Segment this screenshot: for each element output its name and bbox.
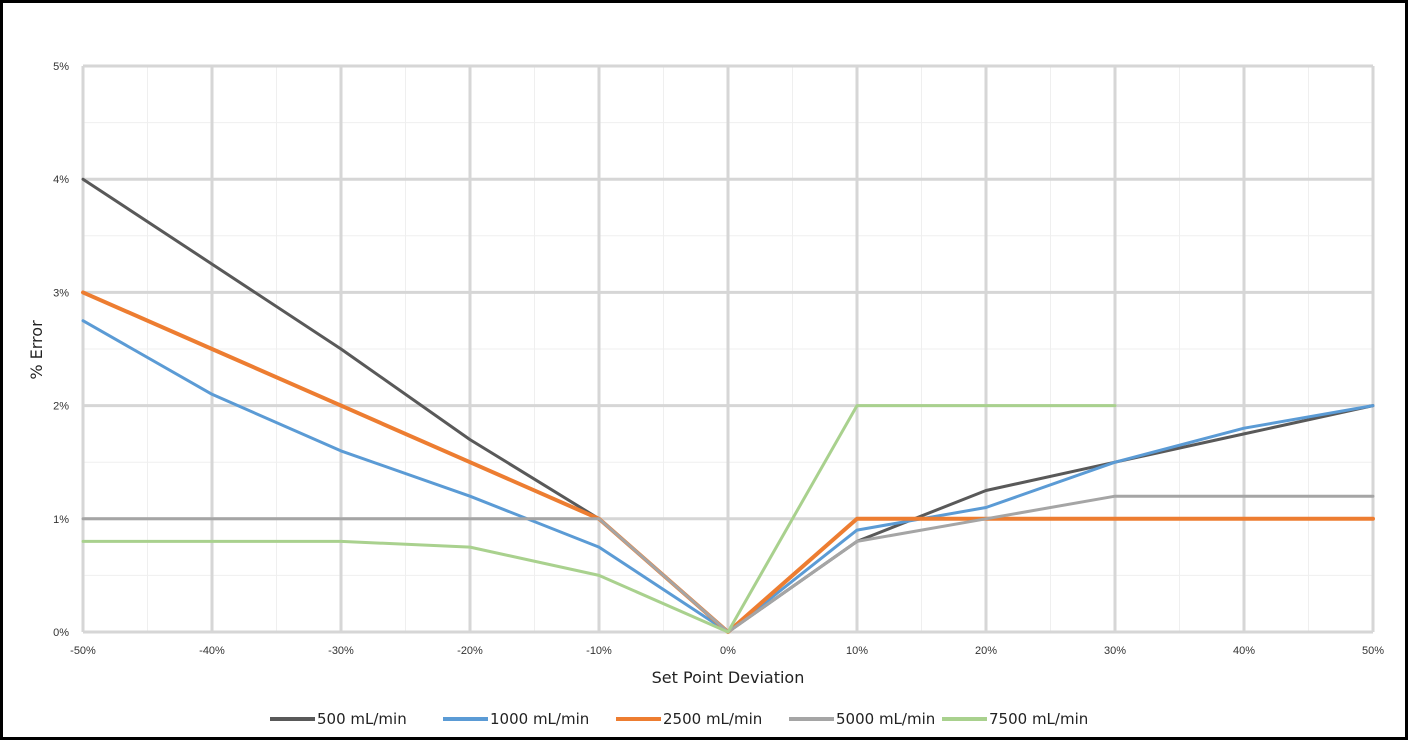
- legend-item: 500 mL/min: [270, 710, 407, 728]
- y-tick-label: 2%: [53, 401, 69, 413]
- legend-label: 2500 mL/min: [663, 710, 762, 728]
- y-tick-label: 3%: [53, 287, 69, 299]
- y-tick-label: 1%: [53, 514, 69, 526]
- legend-label: 1000 mL/min: [490, 710, 589, 728]
- x-tick-label: -40%: [199, 645, 225, 657]
- x-tick-label: -20%: [457, 645, 483, 657]
- x-tick-label: 0%: [720, 645, 736, 657]
- x-axis-tick-labels: -50% -40% -30% -20% -10% 0% 10% 20% 30% 40% 50%: [70, 645, 1384, 657]
- y-tick-label: 4%: [53, 174, 69, 186]
- legend-item: 7500 mL/min: [942, 710, 1088, 728]
- legend-label: 5000 mL/min: [836, 710, 935, 728]
- grid: [81, 64, 1375, 634]
- legend-item: 1000 mL/min: [443, 710, 589, 728]
- x-tick-label: -30%: [328, 645, 354, 657]
- x-tick-label: 40%: [1233, 645, 1255, 657]
- x-tick-label: -10%: [586, 645, 612, 657]
- x-tick-label: 10%: [846, 645, 868, 657]
- x-axis-title: Set Point Deviation: [652, 668, 805, 687]
- legend-label: 500 mL/min: [317, 710, 407, 728]
- legend-label: 7500 mL/min: [989, 710, 1088, 728]
- legend-item: 2500 mL/min: [616, 710, 762, 728]
- x-tick-label: 50%: [1362, 645, 1384, 657]
- x-tick-label: 30%: [1104, 645, 1126, 657]
- legend: 500 mL/min 1000 mL/min 2500 mL/min 5000 mL/…: [270, 710, 1088, 728]
- y-axis-tick-labels: 0% 1% 2% 3% 4% 5%: [53, 61, 69, 639]
- y-tick-label: 0%: [53, 627, 69, 639]
- series-line-7500-ml-min: [81, 404, 1117, 634]
- x-tick-label: -50%: [70, 645, 96, 657]
- x-tick-label: 20%: [975, 645, 997, 657]
- y-axis-title: % Error: [27, 320, 46, 380]
- legend-item: 5000 mL/min: [789, 710, 935, 728]
- y-tick-label: 5%: [53, 61, 69, 73]
- series-lines: [81, 177, 1375, 634]
